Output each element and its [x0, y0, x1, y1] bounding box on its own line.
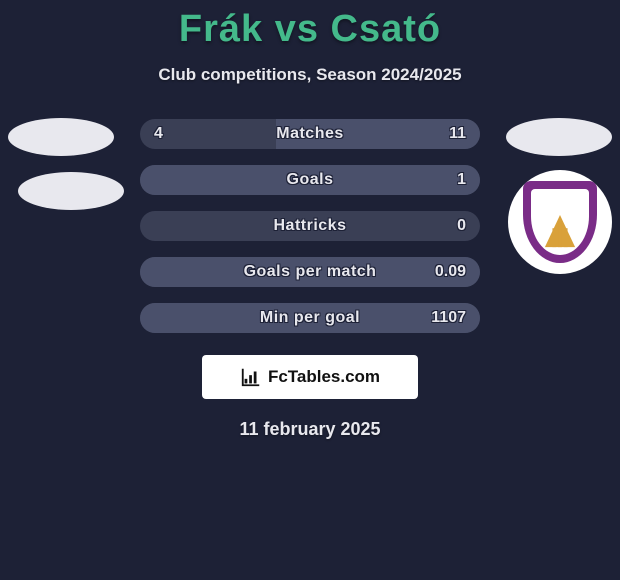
stat-label: Goals	[140, 165, 480, 195]
castle-icon	[541, 215, 579, 249]
date-line: 11 february 2025	[0, 419, 620, 440]
stat-label: Matches	[140, 119, 480, 149]
right-badge-ellipse	[506, 118, 612, 156]
subtitle: Club competitions, Season 2024/2025	[0, 65, 620, 85]
stat-value-right: 0.09	[435, 257, 466, 287]
stat-row: Hattricks0	[140, 211, 480, 241]
brand-badge[interactable]: FcTables.com	[202, 355, 418, 399]
stat-row: Goals1	[140, 165, 480, 195]
bar-chart-icon	[240, 366, 262, 388]
stat-row: Goals per match0.09	[140, 257, 480, 287]
left-badge-ellipse-2	[18, 172, 124, 210]
stat-value-right: 1107	[431, 303, 466, 333]
stat-value-right: 0	[457, 211, 466, 241]
brand-text: FcTables.com	[268, 367, 380, 387]
page-title: Frák vs Csató	[0, 0, 620, 51]
stat-label: Goals per match	[140, 257, 480, 287]
stat-row: Min per goal1107	[140, 303, 480, 333]
left-badge-ellipse-1	[8, 118, 114, 156]
stat-label: Hattricks	[140, 211, 480, 241]
stat-label: Min per goal	[140, 303, 480, 333]
stat-value-right: 1	[457, 165, 466, 195]
shield-icon	[523, 181, 597, 263]
right-club-badge	[508, 170, 612, 274]
stat-row: 4Matches11	[140, 119, 480, 149]
stat-value-right: 11	[449, 119, 466, 149]
